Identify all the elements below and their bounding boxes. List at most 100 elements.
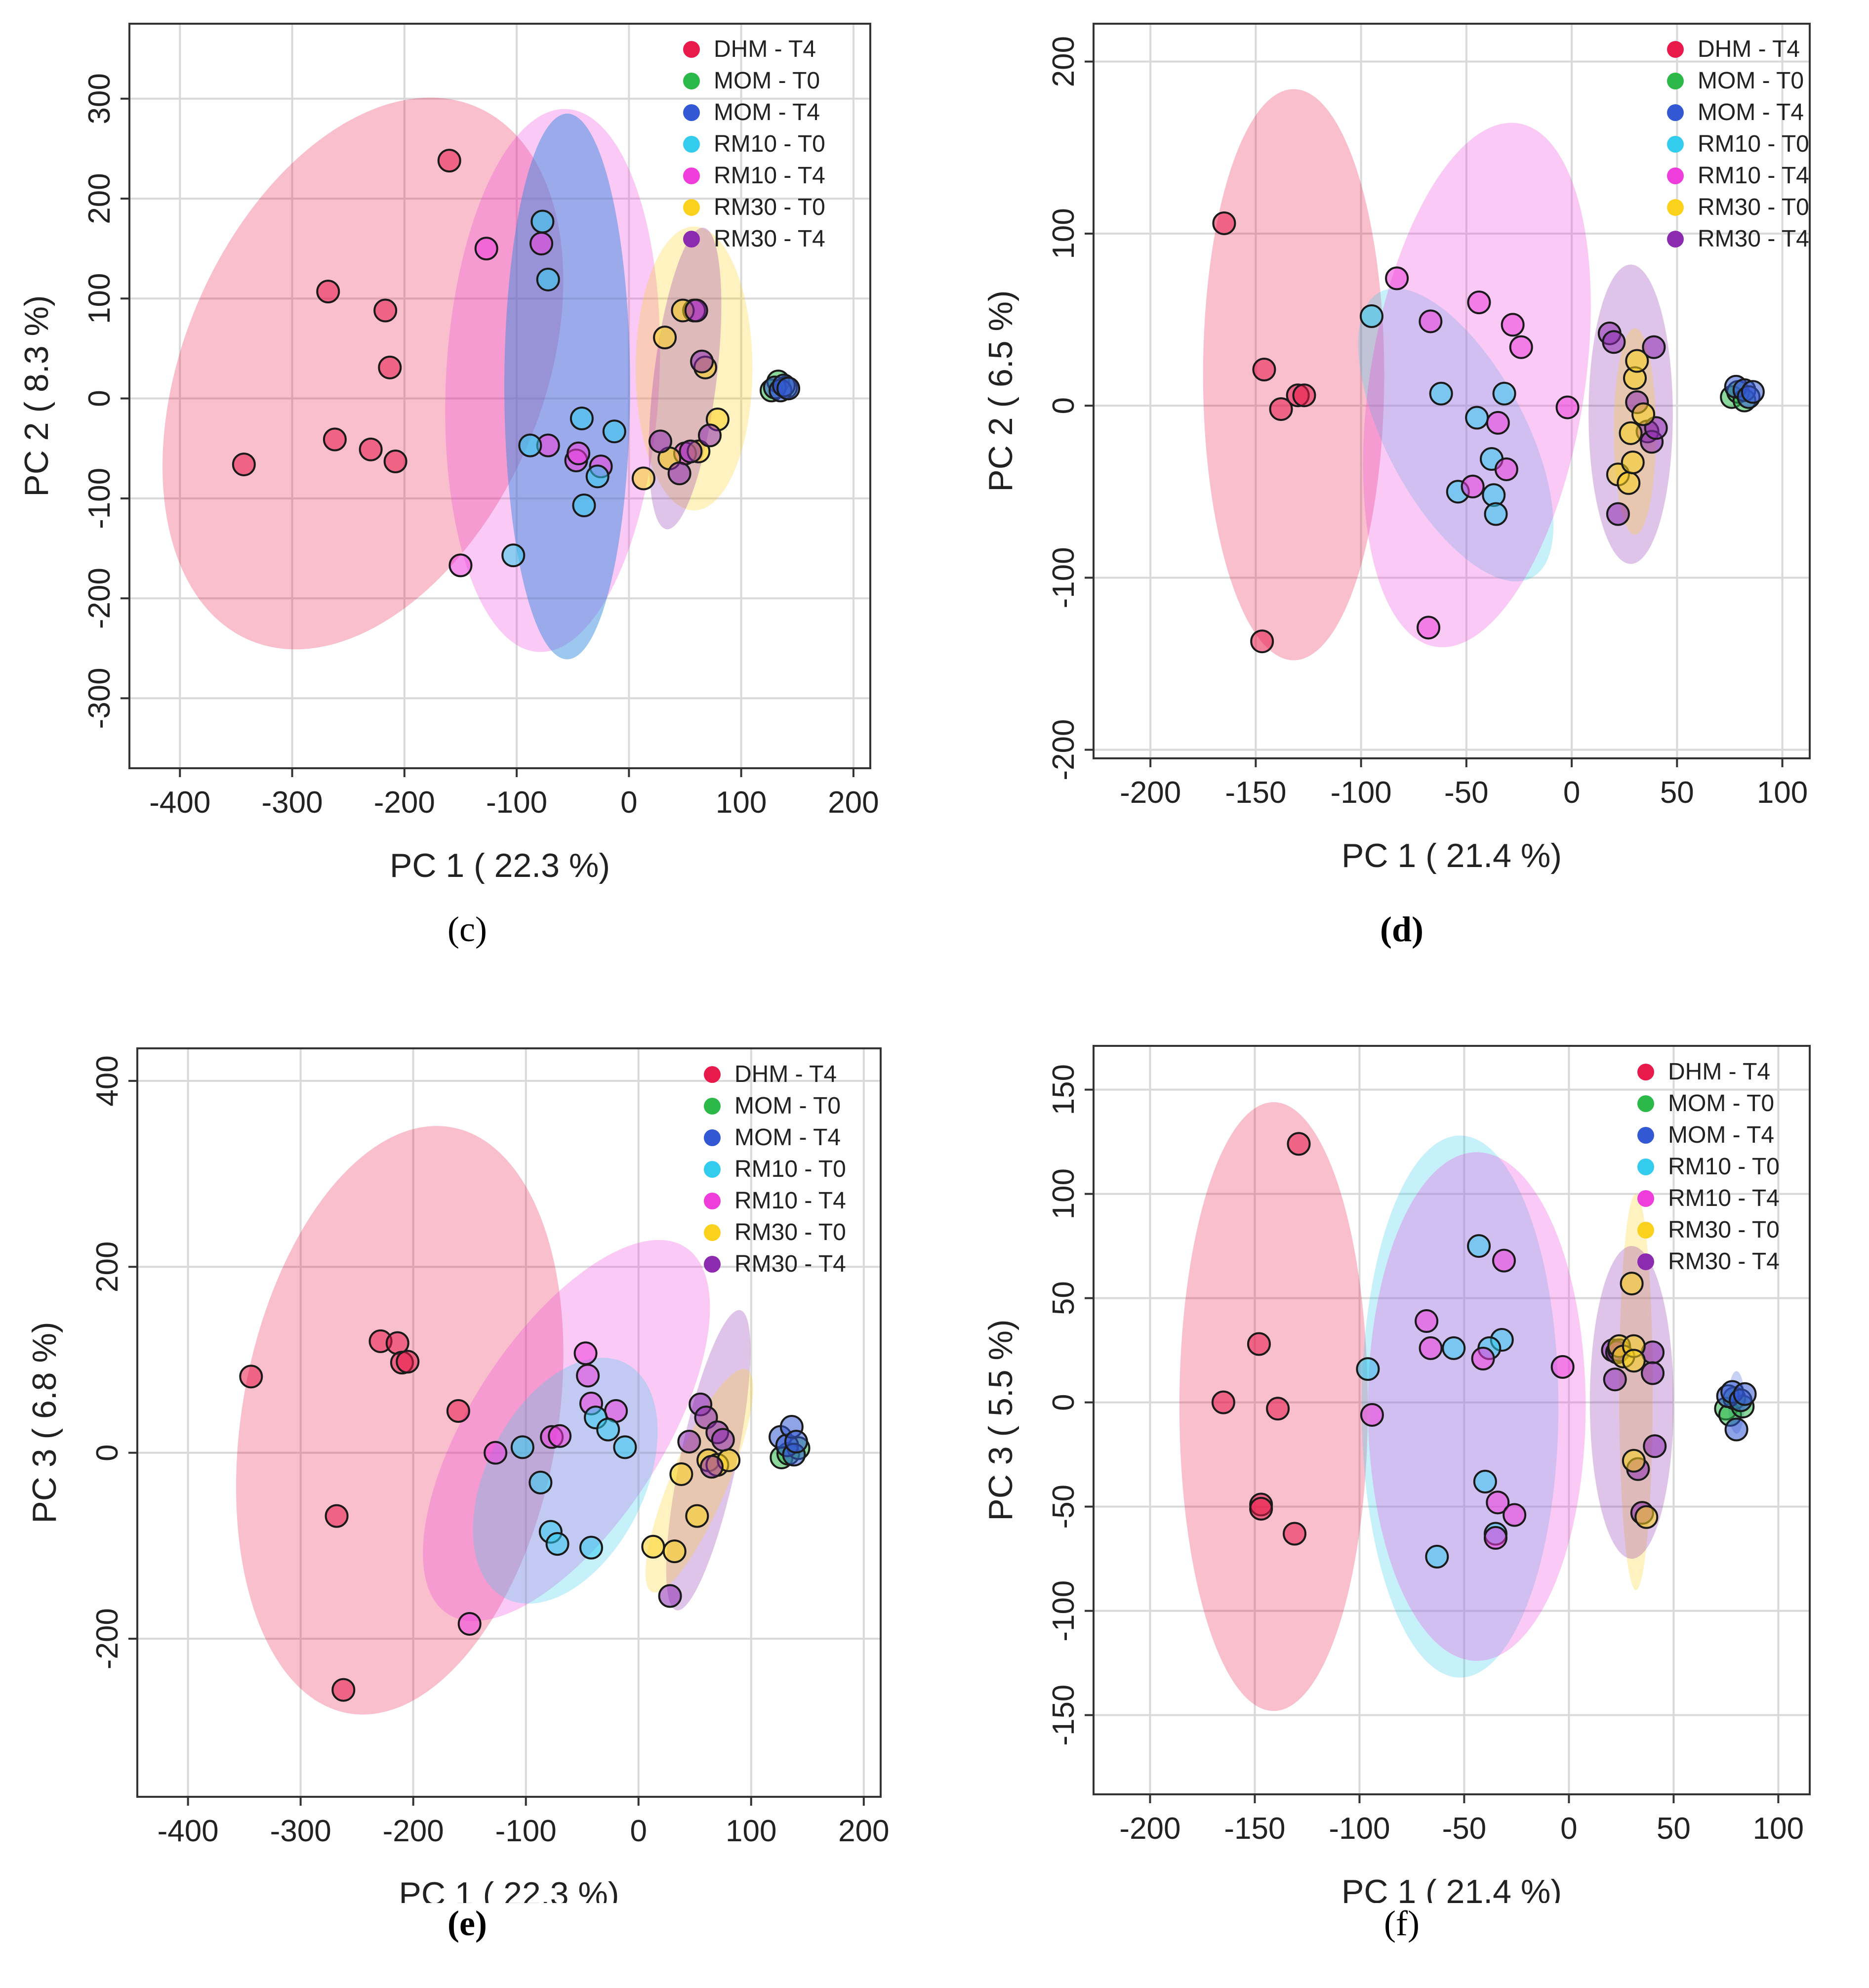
legend-label-rm10-t0: RM10 - T0 bbox=[1668, 1154, 1780, 1180]
data-point-rm30-t4 bbox=[690, 349, 714, 373]
legend-label-mom-t0: MOM - T0 bbox=[714, 68, 820, 94]
legend-marker-rm30-t4 bbox=[704, 1256, 721, 1273]
legend-marker-mom-t4 bbox=[704, 1129, 721, 1146]
data-point-rm10-t4 bbox=[1503, 1503, 1527, 1527]
chart-legend: DHM - T4 MOM - T0 MOM - T4 RM10 - T0 RM10 - … bbox=[1667, 36, 1809, 252]
pca-scatter-plot-f: -200 -150 -100 -50 0 50 100 -150 -100 -50 0 50 100 15… bbox=[982, 1045, 1811, 1903]
legend-marker-rm10-t4 bbox=[704, 1193, 721, 1209]
legend-marker-rm30-t0 bbox=[704, 1224, 721, 1241]
confidence-ellipse-dhm-t4 bbox=[236, 1126, 564, 1715]
legend-marker-rm30-t0 bbox=[1637, 1222, 1654, 1239]
x-tick-label: -300 bbox=[270, 1814, 331, 1848]
data-point-rm30-t4 bbox=[698, 423, 722, 448]
data-point-rm10-t4 bbox=[1419, 309, 1443, 333]
data-point-rm30-t4 bbox=[1643, 1434, 1667, 1458]
x-tick-label: -400 bbox=[149, 786, 210, 820]
data-point-rm10-t0 bbox=[1425, 1544, 1449, 1569]
data-point-rm10-t4 bbox=[1360, 1403, 1384, 1427]
legend-label-rm30-t4: RM30 - T4 bbox=[734, 1251, 846, 1277]
data-point-dhm-t4 bbox=[1252, 357, 1276, 381]
data-point-dhm-t4 bbox=[1250, 629, 1274, 654]
legend-label-rm10-t0: RM10 - T0 bbox=[1698, 131, 1809, 157]
legend-label-mom-t4: MOM - T4 bbox=[1698, 99, 1804, 125]
legend-label-dhm-t4: DHM - T4 bbox=[734, 1061, 837, 1087]
plot-frame bbox=[128, 23, 871, 769]
legend-label-rm30-t4: RM30 - T4 bbox=[1668, 1248, 1780, 1275]
data-point-rm10-t0 bbox=[1467, 1234, 1491, 1258]
panel-caption-c: (c) bbox=[447, 910, 487, 949]
x-tick-label: -150 bbox=[1224, 1812, 1285, 1846]
data-point-rm10-t4 bbox=[548, 1424, 572, 1448]
chart-panel-e: -400 -300 -200 -100 0 100 200 -200 0 200 400 PC 1 (… bbox=[0, 994, 934, 1988]
data-point-dhm-t4 bbox=[446, 1399, 470, 1423]
confidence-ellipse-rm10-t4 bbox=[445, 109, 660, 652]
data-point-dhm-t4 bbox=[1266, 1397, 1290, 1421]
data-point-rm10-t4 bbox=[1484, 1526, 1508, 1550]
data-point-rm10-t4 bbox=[1461, 474, 1485, 498]
data-point-rm30-t4 bbox=[667, 461, 691, 486]
x-tick-label: -100 bbox=[486, 786, 547, 820]
x-tick-label: 100 bbox=[1757, 776, 1808, 810]
chart-legend: DHM - T4 MOM - T0 MOM - T4 RM10 - T0 RM10 - … bbox=[683, 36, 825, 252]
data-point-rm10-t0 bbox=[536, 267, 560, 291]
x-tick-label: 200 bbox=[838, 1814, 889, 1848]
data-point-rm30-t0 bbox=[1631, 402, 1656, 426]
legend-label-dhm-t4: DHM - T4 bbox=[1698, 36, 1800, 62]
confidence-ellipse-mom-t4 bbox=[504, 114, 630, 660]
legend-label-mom-t4: MOM - T4 bbox=[714, 99, 820, 125]
data-point-rm10-t4 bbox=[1492, 1248, 1516, 1273]
data-point-dhm-t4 bbox=[1292, 383, 1316, 408]
x-tick-label: 0 bbox=[1563, 776, 1580, 810]
data-point-rm30-t0 bbox=[653, 326, 677, 350]
data-point-rm30-t4 bbox=[677, 1430, 701, 1454]
x-tick-label: -200 bbox=[1120, 776, 1181, 810]
x-tick-label: -50 bbox=[1444, 776, 1489, 810]
x-tick-label: 100 bbox=[716, 786, 767, 820]
y-tick-label: -200 bbox=[1047, 719, 1081, 781]
legend-label-mom-t0: MOM - T0 bbox=[734, 1093, 841, 1119]
chart-panel-c: -400 -300 -200 -100 0 100 200 -300 -200 -100 0 100 2… bbox=[0, 0, 934, 994]
chart-legend: DHM - T4 MOM - T0 MOM - T4 RM10 - T0 RM10 - … bbox=[704, 1061, 846, 1277]
legend-marker-mom-t4 bbox=[1637, 1127, 1654, 1144]
legend-label-dhm-t4: DHM - T4 bbox=[1668, 1059, 1770, 1085]
data-point-rm30-t0 bbox=[1622, 1349, 1646, 1373]
legend-marker-mom-t4 bbox=[683, 104, 700, 121]
x-tick-label: -200 bbox=[374, 786, 435, 820]
data-point-dhm-t4 bbox=[239, 1365, 263, 1389]
x-tick-label: -100 bbox=[1331, 776, 1392, 810]
data-point-dhm-t4 bbox=[232, 453, 256, 477]
data-point-rm10-t0 bbox=[545, 1532, 569, 1556]
data-point-rm10-t0 bbox=[530, 209, 555, 234]
legend-label-rm10-t4: RM10 - T4 bbox=[734, 1188, 846, 1214]
data-point-rm10-t0 bbox=[569, 407, 594, 431]
legend-marker-dhm-t4 bbox=[683, 41, 700, 58]
legend-marker-rm10-t4 bbox=[683, 167, 700, 184]
legend-marker-rm10-t4 bbox=[1637, 1190, 1654, 1207]
data-point-rm10-t4 bbox=[1555, 395, 1580, 419]
panel-caption-f: (f) bbox=[1384, 1904, 1420, 1943]
legend-marker-rm30-t4 bbox=[1637, 1253, 1654, 1270]
legend-marker-dhm-t4 bbox=[1667, 41, 1684, 58]
y-tick-label: 50 bbox=[1047, 1281, 1081, 1315]
data-point-dhm-t4 bbox=[331, 1678, 356, 1702]
y-tick-label: -300 bbox=[82, 667, 117, 729]
data-point-rm10-t0 bbox=[501, 543, 526, 568]
confidence-ellipse-rm10-t4 bbox=[1363, 123, 1591, 648]
data-point-rm10-t4 bbox=[529, 232, 554, 256]
y-tick-label: 100 bbox=[1047, 1168, 1081, 1219]
legend-marker-rm30-t4 bbox=[683, 231, 700, 248]
data-point-rm10-t4 bbox=[457, 1612, 482, 1636]
x-tick-label: -50 bbox=[1442, 1812, 1487, 1846]
data-point-rm30-t4 bbox=[684, 298, 708, 323]
data-point-rm30-t4 bbox=[711, 1428, 735, 1452]
x-tick-label: 100 bbox=[726, 1814, 776, 1848]
legend-marker-rm10-t0 bbox=[704, 1161, 721, 1178]
data-point-rm30-t0 bbox=[1622, 1449, 1646, 1473]
data-point-rm10-t4 bbox=[1417, 616, 1441, 640]
legend-marker-rm30-t0 bbox=[683, 199, 700, 216]
data-point-rm10-t4 bbox=[567, 441, 591, 465]
data-point-rm10-t4 bbox=[1509, 335, 1533, 359]
chart-panel-f: -200 -150 -100 -50 0 50 100 -150 -100 -50 0 50 100 15… bbox=[934, 994, 1869, 1988]
legend-label-mom-t4: MOM - T4 bbox=[734, 1124, 841, 1151]
x-tick-label: -100 bbox=[495, 1814, 557, 1848]
